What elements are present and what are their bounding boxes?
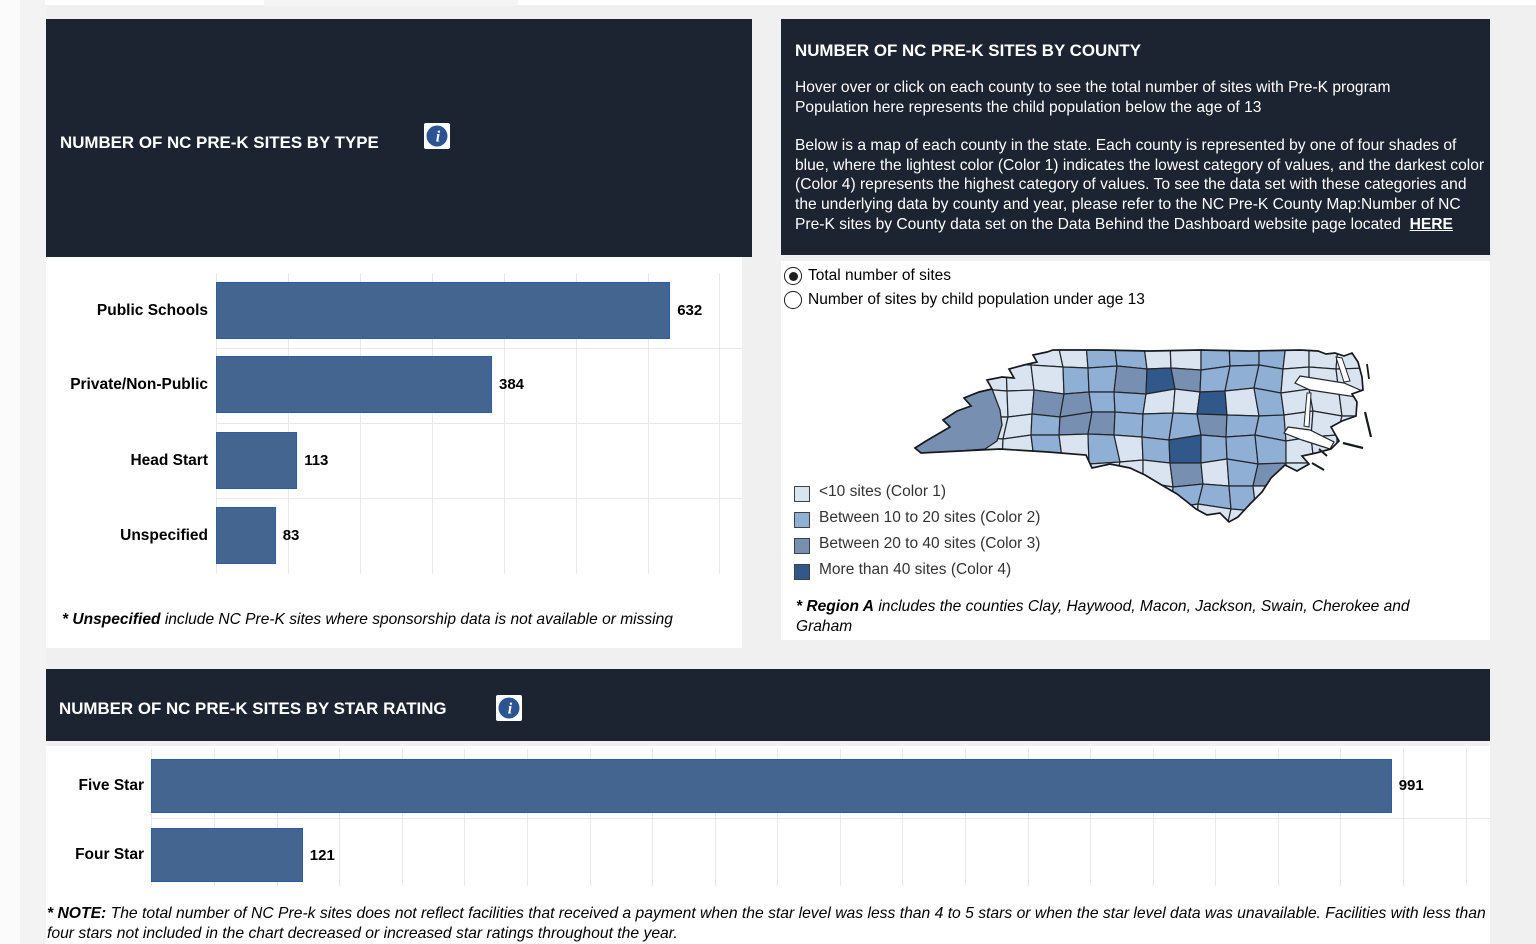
- svg-text:i: i: [508, 701, 513, 718]
- svg-text:i: i: [436, 129, 441, 146]
